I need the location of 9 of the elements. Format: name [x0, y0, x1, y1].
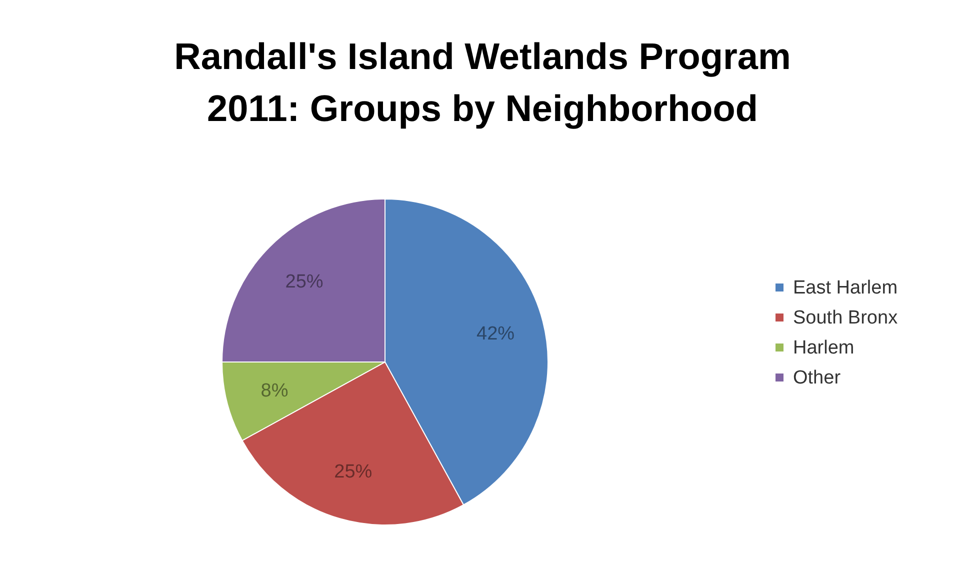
legend-label: Harlem — [793, 338, 854, 358]
legend-label: Other — [793, 368, 842, 388]
data-label: 42% — [476, 324, 515, 345]
chart-title: Randall's Island Wetlands Program 2011: Groups by Neighborhood — [174, 36, 791, 129]
legend-label: East Harlem — [793, 278, 898, 298]
legend-label: South Bronx — [793, 308, 898, 328]
data-label: 25% — [285, 271, 324, 292]
data-label: 8% — [260, 380, 288, 402]
data-label: 25% — [334, 462, 372, 483]
